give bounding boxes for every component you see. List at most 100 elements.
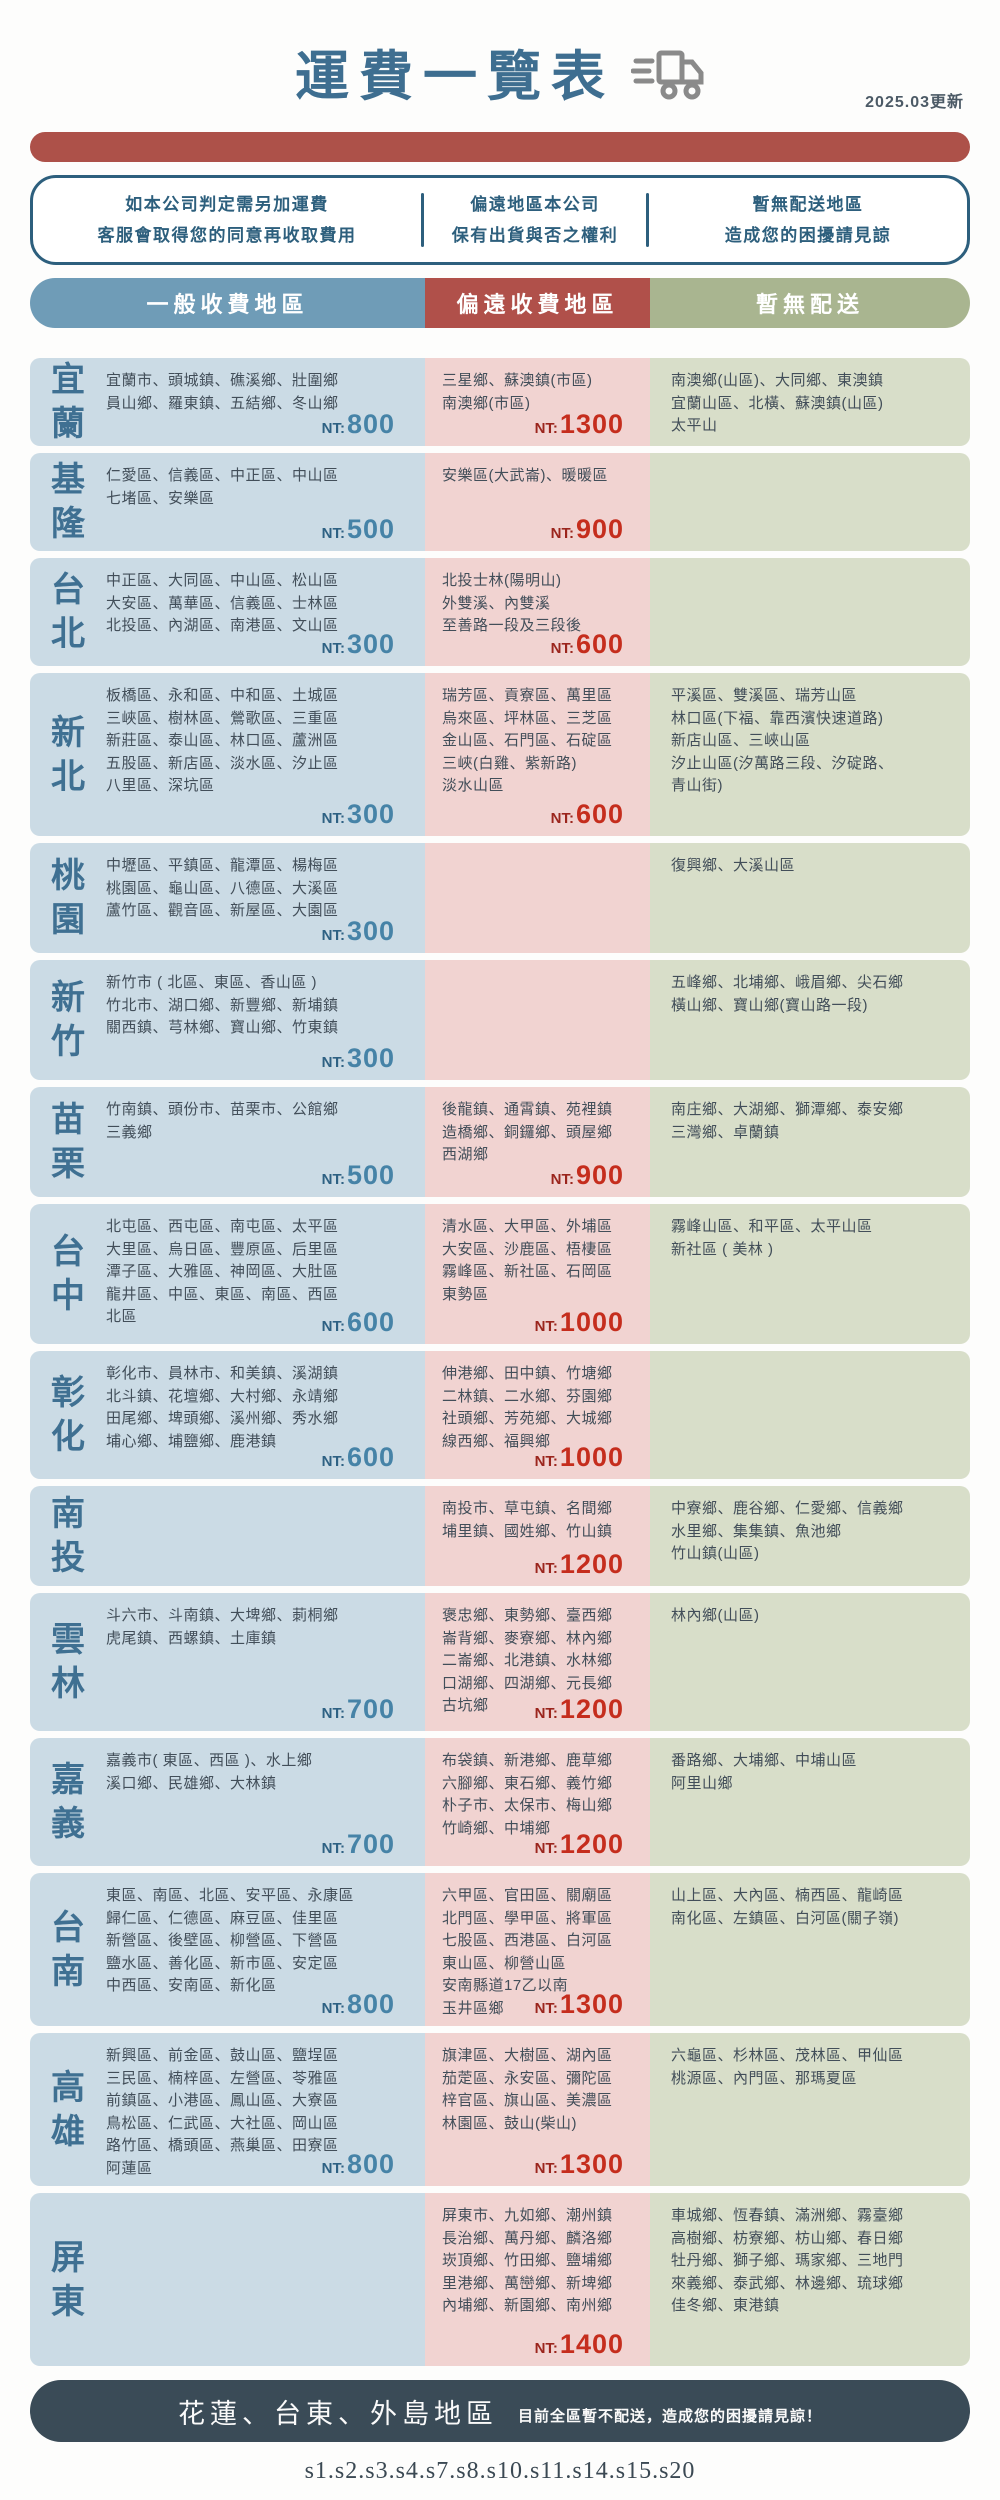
price-value: 1300: [559, 2149, 624, 2180]
area-list: 六甲區、官田區、關廟區 北門區、學甲區、將軍區 七股區、西港區、白河區 東山區、…: [442, 1887, 613, 2017]
price-prefix: NT:: [321, 810, 345, 828]
price-prefix: NT:: [321, 525, 345, 543]
cell-general: 基隆 仁愛區、信義區、中正區、中山區 七堵區、安樂區 NT: 500: [30, 453, 425, 552]
footer-note: 目前全區暫不配送，造成您的困擾請見諒！: [517, 2407, 822, 2425]
region-label: 新竹: [51, 979, 85, 1062]
price-value: 800: [346, 2149, 395, 2180]
footer-banner: 花蓮、台東、外島地區 目前全區暫不配送，造成您的困擾請見諒！: [30, 2380, 970, 2443]
region-label: 新北: [51, 713, 85, 796]
price-value: 300: [346, 629, 395, 660]
price-prefix: NT:: [321, 1171, 345, 1189]
price-value: 500: [346, 514, 395, 545]
price-prefix: NT:: [534, 1705, 558, 1723]
price-prefix: NT:: [321, 420, 345, 438]
cell-body: 中壢區、平鎮區、龍潭區、楊梅區 桃園區、龜山區、八德區、大溪區 蘆竹區、觀音區、…: [106, 843, 425, 953]
price-value: 1200: [559, 1829, 624, 1860]
cell-remote: 南投市、草屯鎮、名間鄉 埔里鎮、國姓鄉、竹山鎮 NT: 1200: [425, 1486, 650, 1587]
price-value: 1000: [559, 1307, 624, 1338]
price-prefix: NT:: [321, 1840, 345, 1858]
area-list: 仁愛區、信義區、中正區、中山區 七堵區、安樂區: [106, 467, 339, 507]
area-list: 竹南鎮、頭份市、苗栗市、公館鄉 三義鄉: [106, 1101, 339, 1141]
area-list: 板橋區、永和區、中和區、土城區 三峽區、樹林區、鶯歌區、三重區 新莊區、泰山區、…: [106, 687, 339, 795]
shipping-fee-page: 運費一覽表 2025.03更新 如本公司判定需另加運費 客服會取得您的同意再收取…: [30, 0, 970, 2485]
notice-remote: 偏遠地區本公司 保有出貨與否之權利: [424, 189, 646, 252]
cell-none: 林內鄉(山區): [650, 1593, 970, 1732]
area-list: 中寮鄉、鹿谷鄉、仁愛鄉、信義鄉 水里鄉、集集鎮、魚池鄉 竹山鎮(山區): [671, 1500, 904, 1563]
area-list: 伸港鄉、田中鎮、竹塘鄉 二林鎮、二水鄉、芬園鄉 社頭鄉、芳苑鄉、大城鄉 線西鄉、…: [442, 1365, 613, 1450]
cell-general: 宜蘭 宜蘭市、頭城鎮、礁溪鄉、壯圍鄉 員山鄉、羅東鎮、五結鄉、冬山鄉 NT: 80…: [30, 358, 425, 447]
price-prefix: NT:: [321, 927, 345, 945]
cell-general: 新北 板橋區、永和區、中和區、土城區 三峽區、樹林區、鶯歌區、三重區 新莊區、泰…: [30, 673, 425, 837]
price-value: 1300: [559, 1989, 624, 2020]
cell-remote: 安樂區(大武崙)、暖暖區 NT: 900: [425, 453, 650, 552]
price: NT: 800: [322, 409, 395, 440]
cell-body: 仁愛區、信義區、中正區、中山區 七堵區、安樂區: [106, 453, 425, 551]
area-list: 東區、南區、北區、安平區、永康區 歸仁區、仁德區、麻豆區、佳里區 新營區、後壁區…: [106, 1887, 355, 1995]
price-prefix: NT:: [321, 640, 345, 658]
region-label-col: 基隆: [30, 453, 106, 551]
cell-general: 高雄 新興區、前金區、鼓山區、鹽埕區 三民區、楠梓區、左營區、苓雅區 前鎮區、小…: [30, 2033, 425, 2187]
price: NT: 300: [322, 1043, 395, 1074]
region-label-col: 台中: [30, 1204, 106, 1344]
column-headers: 一般收費地區 偏遠收費地區 暫無配送: [30, 278, 970, 328]
cell-remote: [425, 843, 650, 954]
fee-row: 台中 北屯區、西屯區、南屯區、太平區 大里區、烏日區、豐原區、后里區 潭子區、大…: [30, 1204, 970, 1345]
price-value: 600: [575, 799, 624, 830]
region-label: 台南: [51, 1908, 85, 1991]
cell-none: 霧峰山區、和平區、太平山區 新社區 ( 美林 ): [650, 1204, 970, 1345]
price-value: 800: [346, 409, 395, 440]
price-prefix: NT:: [550, 810, 574, 828]
cell-remote: 旗津區、大樹區、湖內區 茄萣區、永安區、彌陀區 梓官區、旗山區、美濃區 林園區、…: [425, 2033, 650, 2187]
cell-general: 苗栗 竹南鎮、頭份市、苗栗市、公館鄉 三義鄉 NT: 500: [30, 1087, 425, 1198]
area-list: [650, 1351, 970, 1369]
price-value: 1200: [559, 1694, 624, 1725]
fee-row: 台北 中正區、大同區、中山區、松山區 大安區、萬華區、信義區、士林區 北投區、內…: [30, 558, 970, 667]
price: NT: 300: [322, 629, 395, 660]
cell-none: 南澳鄉(山區)、大同鄉、東澳鎮 宜蘭山區、北橫、蘇澳鎮(山區) 太平山: [650, 358, 970, 447]
area-list: 南庄鄉、大湖鄉、獅潭鄉、泰安鄉 三灣鄉、卓蘭鎮: [671, 1101, 904, 1141]
price-prefix: NT:: [321, 1318, 345, 1336]
price: NT: 1200: [535, 1829, 624, 1860]
area-list: 宜蘭市、頭城鎮、礁溪鄉、壯圍鄉 員山鄉、羅東鎮、五結鄉、冬山鄉: [106, 372, 339, 412]
fee-row: 台南 東區、南區、北區、安平區、永康區 歸仁區、仁德區、麻豆區、佳里區 新營區、…: [30, 1873, 970, 2027]
cell-general: 桃園 中壢區、平鎮區、龍潭區、楊梅區 桃園區、龜山區、八德區、大溪區 蘆竹區、觀…: [30, 843, 425, 954]
cell-general: 台南 東區、南區、北區、安平區、永康區 歸仁區、仁德區、麻豆區、佳里區 新營區、…: [30, 1873, 425, 2027]
cell-none: 五峰鄉、北埔鄉、峨眉鄉、尖石鄉 橫山鄉、寶山鄉(寶山路一段): [650, 960, 970, 1081]
cell-general: 屏東: [30, 2193, 425, 2367]
price: NT: 1200: [535, 1549, 624, 1580]
price-value: 900: [575, 514, 624, 545]
footnote-code: s1.s2.s3.s4.s7.s8.s10.s11.s14.s15.s20: [304, 2458, 696, 2485]
price: NT: 1300: [535, 1989, 624, 2020]
cell-body: 宜蘭市、頭城鎮、礁溪鄉、壯圍鄉 員山鄉、羅東鎮、五結鄉、冬山鄉: [106, 358, 425, 446]
price-value: 600: [575, 629, 624, 660]
cell-general: 南投: [30, 1486, 425, 1587]
area-list: 平溪區、雙溪區、瑞芳山區 林口區(下福、靠西濱快速道路) 新店山區、三峽山區 汐…: [671, 687, 894, 795]
price-prefix: NT:: [550, 525, 574, 543]
region-label: 台中: [51, 1233, 85, 1316]
price-prefix: NT:: [550, 640, 574, 658]
price: NT: 600: [322, 1307, 395, 1338]
cell-body: 北屯區、西屯區、南屯區、太平區 大里區、烏日區、豐原區、后里區 潭子區、大雅區、…: [106, 1204, 425, 1344]
cell-remote: 後龍鎮、通霄鎮、苑裡鎮 造橋鄉、銅鑼鄉、頭屋鄉 西湖鄉 NT: 900: [425, 1087, 650, 1198]
price-prefix: NT:: [321, 1705, 345, 1723]
price: NT: 500: [322, 1160, 395, 1191]
cell-body: 板橋區、永和區、中和區、土城區 三峽區、樹林區、鶯歌區、三重區 新莊區、泰山區、…: [106, 673, 425, 836]
region-label: 嘉義: [51, 1761, 85, 1844]
cell-remote: 清水區、大甲區、外埔區 大安區、沙鹿區、梧棲區 霧峰區、新社區、石岡區 東勢區 …: [425, 1204, 650, 1345]
price-prefix: NT:: [534, 2160, 558, 2178]
cell-none: 南庄鄉、大湖鄉、獅潭鄉、泰安鄉 三灣鄉、卓蘭鎮: [650, 1087, 970, 1198]
price-value: 600: [346, 1442, 395, 1473]
cell-general: 台中 北屯區、西屯區、南屯區、太平區 大里區、烏日區、豐原區、后里區 潭子區、大…: [30, 1204, 425, 1345]
area-list: 安樂區(大武崙)、暖暖區: [442, 467, 608, 485]
cell-none: 復興鄉、大溪山區: [650, 843, 970, 954]
cell-remote: 北投士林(陽明山) 外雙溪、內雙溪 至善路一段及三段後 NT: 600: [425, 558, 650, 667]
price: NT: 800: [322, 1989, 395, 2020]
area-list: 中壢區、平鎮區、龍潭區、楊梅區 桃園區、龜山區、八德區、大溪區 蘆竹區、觀音區、…: [106, 857, 339, 920]
updated-date: 2025.03更新: [865, 94, 964, 111]
price-prefix: NT:: [321, 2160, 345, 2178]
area-list: 新竹市 ( 北區、東區、香山區 ) 竹北市、湖口鄉、新豐鄉、新埔鎮 關西鎮、芎林…: [106, 974, 339, 1037]
area-list: 六龜區、杉林區、茂林區、甲仙區 桃源區、內門區、那瑪夏區: [671, 2047, 904, 2087]
region-label-col: 苗栗: [30, 1087, 106, 1197]
price-value: 600: [346, 1307, 395, 1338]
area-list: 褒忠鄉、東勢鄉、臺西鄉 崙背鄉、麥寮鄉、林內鄉 二崙鄉、北港鎮、水林鄉 口湖鄉、…: [442, 1607, 613, 1715]
